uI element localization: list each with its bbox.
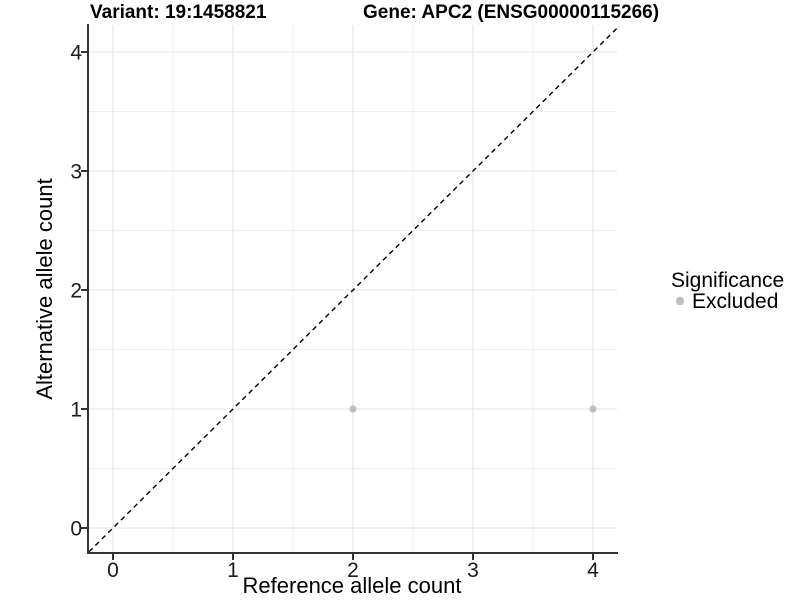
x-tick-label: 1 bbox=[227, 559, 239, 582]
y-tick-label: 4 bbox=[70, 42, 82, 65]
y-tick-label: 0 bbox=[70, 518, 82, 541]
x-tick-label: 2 bbox=[347, 559, 359, 582]
x-tick-label: 0 bbox=[107, 559, 119, 582]
axis-ticks-layer bbox=[81, 51, 594, 560]
major-gridlines bbox=[88, 25, 617, 553]
identity-dashed-line bbox=[88, 27, 618, 553]
x-tick-label: 3 bbox=[467, 559, 479, 582]
y-tick-label: 3 bbox=[70, 161, 82, 184]
plot-title-gene: Gene: APC2 (ENSG00000115266) bbox=[363, 2, 659, 23]
identity-line-layer bbox=[88, 27, 618, 553]
y-tick-label: 2 bbox=[70, 280, 82, 303]
data-point bbox=[349, 405, 357, 413]
legend-key-point-icon bbox=[675, 296, 685, 306]
tick-labels-layer: 0 1 2 3 4 0 1 2 3 4 bbox=[70, 42, 599, 583]
legend-item-label: Excluded bbox=[692, 290, 778, 313]
data-points-layer bbox=[349, 405, 597, 413]
legend-title: Significance bbox=[671, 269, 784, 292]
y-axis-title: Alternative allele count bbox=[32, 178, 57, 399]
plot-title-variant: Variant: 19:1458821 bbox=[90, 2, 267, 23]
x-tick-label: 4 bbox=[587, 559, 599, 582]
x-axis-title: Reference allele count bbox=[243, 573, 462, 598]
data-point bbox=[589, 405, 597, 413]
y-tick-label: 1 bbox=[70, 399, 82, 422]
